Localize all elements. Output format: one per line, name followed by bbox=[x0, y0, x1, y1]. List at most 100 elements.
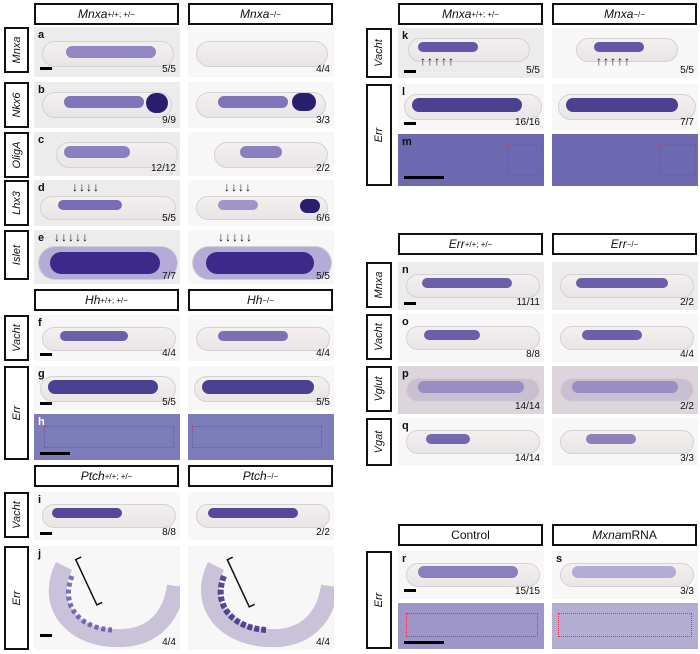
arrow-markers: ↓↓↓↓ bbox=[224, 180, 252, 194]
scale-bar bbox=[40, 532, 52, 535]
count-label: 5/5 bbox=[526, 65, 540, 76]
panel-letter: e bbox=[38, 232, 45, 244]
stain bbox=[412, 98, 522, 112]
count-label: 5/5 bbox=[162, 64, 176, 75]
count-label: 3/3 bbox=[680, 453, 694, 464]
panel-a-mut: 4/4 bbox=[188, 27, 334, 77]
panel-letter: f bbox=[38, 317, 42, 329]
panel-b-wt: b 9/9 bbox=[34, 82, 180, 128]
stain bbox=[418, 566, 518, 578]
row-label-mnxa: Mnxa bbox=[4, 27, 29, 73]
stain bbox=[586, 434, 636, 444]
count-label: 16/16 bbox=[514, 117, 540, 128]
header-mxna-mrna: Mxna mRNA bbox=[552, 524, 697, 546]
stain bbox=[64, 146, 130, 158]
panel-letter: s bbox=[556, 553, 563, 565]
scale-bar bbox=[40, 67, 52, 70]
panel-letter: m bbox=[402, 136, 412, 148]
panel-d-wt: ↓↓↓↓ d 5/5 bbox=[34, 180, 180, 226]
panel-c-mut: 2/2 bbox=[188, 132, 334, 176]
row-label-vacht-i: Vacht bbox=[4, 492, 29, 538]
count-label: 4/4 bbox=[162, 348, 176, 359]
panel-f-wt: f 4/4 bbox=[34, 315, 180, 361]
panel-i-wt: i 8/8 bbox=[34, 492, 180, 540]
count-label: 5/5 bbox=[162, 213, 176, 224]
scale-bar bbox=[40, 452, 70, 455]
count-label: 2/2 bbox=[680, 297, 694, 308]
panel-j-mut: 4/4 bbox=[188, 546, 334, 650]
count-label: 7/7 bbox=[680, 117, 694, 128]
panel-e-mut: ↓↓↓↓↓ 5/5 bbox=[188, 230, 334, 284]
panel-g-wt: g 5/5 bbox=[34, 366, 180, 410]
count-label: 11/11 bbox=[516, 297, 540, 308]
stain bbox=[422, 278, 512, 288]
scale-bar bbox=[404, 122, 416, 125]
count-label: 3/3 bbox=[680, 586, 694, 597]
panel-letter: q bbox=[402, 420, 409, 432]
panel-r: r 15/15 bbox=[398, 551, 544, 599]
scale-bar bbox=[404, 70, 416, 73]
panel-l-wt: l 16/16 bbox=[398, 84, 544, 130]
row-label-islet: Islet bbox=[4, 230, 29, 280]
count-label: 6/6 bbox=[316, 213, 330, 224]
stain bbox=[58, 200, 122, 210]
curved-embryo bbox=[48, 556, 180, 648]
stain bbox=[240, 146, 282, 158]
roi-box bbox=[192, 426, 322, 448]
scale-bar bbox=[404, 641, 444, 644]
stain bbox=[48, 380, 158, 394]
header-hh-mut: Hh −/− bbox=[188, 289, 333, 311]
count-label: 8/8 bbox=[162, 527, 176, 538]
row-label-vglut: Vglut bbox=[366, 366, 392, 412]
panel-n-wt: n 11/11 bbox=[398, 262, 544, 310]
header-mnxa-mut-right: Mnxa −/− bbox=[552, 3, 697, 25]
panel-letter: p bbox=[402, 368, 409, 380]
panel-letter: a bbox=[38, 29, 45, 41]
row-label-vgat: Vgat bbox=[366, 418, 392, 466]
stain bbox=[218, 96, 288, 108]
panel-letter: d bbox=[38, 182, 45, 194]
panel-letter: g bbox=[38, 368, 45, 380]
scale-bar bbox=[40, 353, 52, 356]
panel-h-wt: h bbox=[34, 414, 180, 460]
panel-e-wt: ↓↓↓↓↓ e 7/7 bbox=[34, 230, 180, 284]
header-hh-wt: Hh +/+; +/− bbox=[34, 289, 179, 311]
count-label: 8/8 bbox=[526, 349, 540, 360]
scale-bar bbox=[404, 302, 416, 305]
stain bbox=[576, 278, 668, 288]
row-label-lhx3: Lhx3 bbox=[4, 180, 29, 226]
panel-i-mut: 2/2 bbox=[188, 492, 334, 540]
panel-o-mut: 4/4 bbox=[552, 314, 698, 362]
panel-m-mut bbox=[552, 134, 698, 186]
panel-g-mut: 5/5 bbox=[188, 366, 334, 410]
scale-bar bbox=[404, 176, 444, 179]
count-label: 5/5 bbox=[162, 397, 176, 408]
panel-l-mut: 7/7 bbox=[552, 84, 698, 130]
stain bbox=[50, 252, 160, 274]
stain bbox=[64, 96, 144, 108]
panel-letter: h bbox=[38, 416, 45, 428]
row-label-vacht-o: Vacht bbox=[366, 314, 392, 360]
row-label-mnxa-n: Mnxa bbox=[366, 262, 392, 308]
arrow-markers: ↑↑↑↑↑ bbox=[420, 54, 455, 68]
panel-letter: o bbox=[402, 316, 409, 328]
panel-letter: n bbox=[402, 264, 409, 276]
header-mnxa-wt: Mnxa +/+; +/− bbox=[34, 3, 179, 25]
arrow-markers: ↓↓↓↓↓ bbox=[54, 230, 89, 244]
count-label: 5/5 bbox=[316, 397, 330, 408]
header-mnxa-mut: Mnxa −/− bbox=[188, 3, 333, 25]
scale-bar bbox=[40, 634, 52, 637]
count-label: 4/4 bbox=[162, 637, 176, 648]
stain bbox=[594, 42, 644, 52]
header-control: Control bbox=[398, 524, 543, 546]
stain bbox=[566, 98, 678, 112]
stain bbox=[208, 508, 298, 518]
arrow-markers: ↑↑↑↑↑ bbox=[596, 54, 631, 68]
roi-box bbox=[406, 613, 538, 637]
panel-f-mut: 4/4 bbox=[188, 315, 334, 361]
header-ptch-wt: Ptch +/+; +/− bbox=[34, 465, 179, 487]
stain bbox=[206, 252, 314, 274]
stain bbox=[418, 381, 524, 393]
panel-r-zoom bbox=[398, 603, 544, 649]
stain bbox=[218, 331, 288, 341]
